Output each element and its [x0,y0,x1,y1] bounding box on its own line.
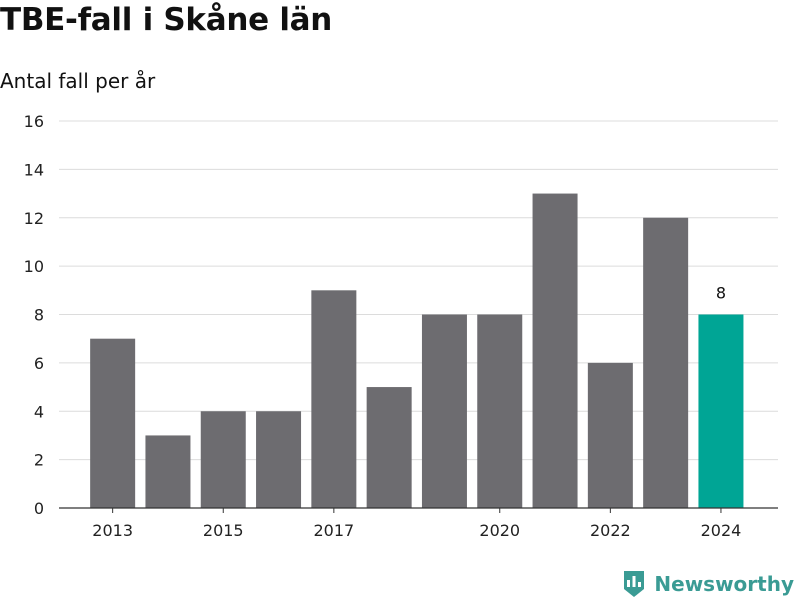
y-tick-label: 16 [24,112,44,131]
chart-subtitle: Antal fall per år [0,69,156,93]
bar-2014 [145,435,191,508]
newsworthy-logo-icon [624,571,645,597]
bar-2019 [421,314,467,508]
y-tick-label: 6 [34,354,44,373]
chart-title: TBE-fall i Skåne län [0,2,333,38]
y-tick-label: 14 [24,160,44,179]
bar-2020 [477,314,523,508]
x-tick-label: 2017 [313,521,354,540]
bar-chart: 0 2 4 6 8 10 12 14 16 2013 2015 2017 2020 2022 2024 8 [24,112,778,540]
y-tick-label: 4 [34,402,44,421]
brand: Newsworthy [622,569,794,599]
bar-2015 [200,411,246,508]
y-tick-label: 10 [24,257,44,276]
brand-name: Newsworthy [654,572,794,596]
bar-2013 [90,338,136,508]
x-tick-label: 2013 [92,521,133,540]
bar-2017 [311,290,357,508]
y-tick-label: 8 [34,306,44,325]
y-tick-label: 2 [34,451,44,470]
x-tick-label: 2024 [701,521,742,540]
bar-2022 [587,362,633,508]
bar-2021 [532,193,578,508]
data-label: 8 [716,284,726,303]
bar-2018 [366,387,412,508]
bar-2024 [698,314,744,508]
x-tick-label: 2022 [590,521,631,540]
x-tick-label: 2020 [479,521,520,540]
bar-2016 [256,411,302,508]
y-tick-label: 0 [34,499,44,518]
y-tick-label: 12 [24,209,44,228]
x-tick-label: 2015 [203,521,244,540]
bar-2023 [643,217,689,508]
